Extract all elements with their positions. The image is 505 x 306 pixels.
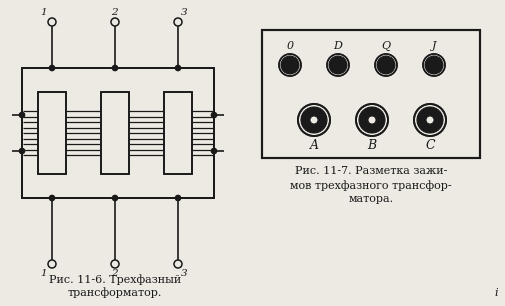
Circle shape <box>49 65 55 70</box>
Circle shape <box>376 56 394 74</box>
Text: A: A <box>309 139 318 152</box>
Text: 1: 1 <box>40 8 47 17</box>
Bar <box>262 30 479 158</box>
Text: Q: Q <box>381 41 390 51</box>
Circle shape <box>49 196 55 200</box>
Text: B: B <box>367 139 376 152</box>
Circle shape <box>278 54 300 76</box>
Circle shape <box>424 56 442 74</box>
Circle shape <box>297 104 329 136</box>
Circle shape <box>48 260 56 268</box>
Text: C: C <box>424 139 434 152</box>
Bar <box>38 92 66 174</box>
Text: Рис. 11-7. Разметка зажи-: Рис. 11-7. Разметка зажи- <box>294 166 446 176</box>
Text: мов трехфазного трансфор-: мов трехфазного трансфор- <box>289 180 451 191</box>
Text: Рис. 11-6. Трехфазный: Рис. 11-6. Трехфазный <box>49 274 181 285</box>
Bar <box>164 92 191 174</box>
Circle shape <box>20 113 24 118</box>
Circle shape <box>358 107 384 133</box>
Text: 3: 3 <box>181 8 187 17</box>
Text: i: i <box>493 288 497 298</box>
Circle shape <box>174 260 182 268</box>
Circle shape <box>310 116 317 124</box>
Circle shape <box>416 107 442 133</box>
Circle shape <box>328 56 346 74</box>
Circle shape <box>111 260 119 268</box>
Text: J: J <box>431 41 435 51</box>
Text: 0: 0 <box>286 41 293 51</box>
Bar <box>22 68 214 198</box>
Bar <box>101 92 129 174</box>
Circle shape <box>425 116 433 124</box>
Text: D: D <box>333 41 342 51</box>
Bar <box>22 68 214 198</box>
Text: 2: 2 <box>111 269 117 278</box>
Circle shape <box>280 56 298 74</box>
Bar <box>262 30 479 158</box>
Text: 2: 2 <box>111 8 117 17</box>
Circle shape <box>211 113 216 118</box>
Circle shape <box>356 104 387 136</box>
Circle shape <box>211 148 216 154</box>
Circle shape <box>20 148 24 154</box>
Circle shape <box>112 196 117 200</box>
Circle shape <box>300 107 326 133</box>
Bar <box>101 92 129 174</box>
Bar <box>38 92 66 174</box>
Circle shape <box>413 104 445 136</box>
Circle shape <box>175 65 180 70</box>
Circle shape <box>48 18 56 26</box>
Text: 1: 1 <box>40 269 47 278</box>
Text: трансформатор.: трансформатор. <box>68 287 162 298</box>
Circle shape <box>374 54 396 76</box>
Circle shape <box>111 18 119 26</box>
Text: матора.: матора. <box>348 194 393 204</box>
Circle shape <box>326 54 348 76</box>
Text: 3: 3 <box>181 269 187 278</box>
Circle shape <box>112 65 117 70</box>
Circle shape <box>174 18 182 26</box>
Circle shape <box>175 196 180 200</box>
Circle shape <box>422 54 444 76</box>
Circle shape <box>367 116 375 124</box>
Bar <box>164 92 191 174</box>
